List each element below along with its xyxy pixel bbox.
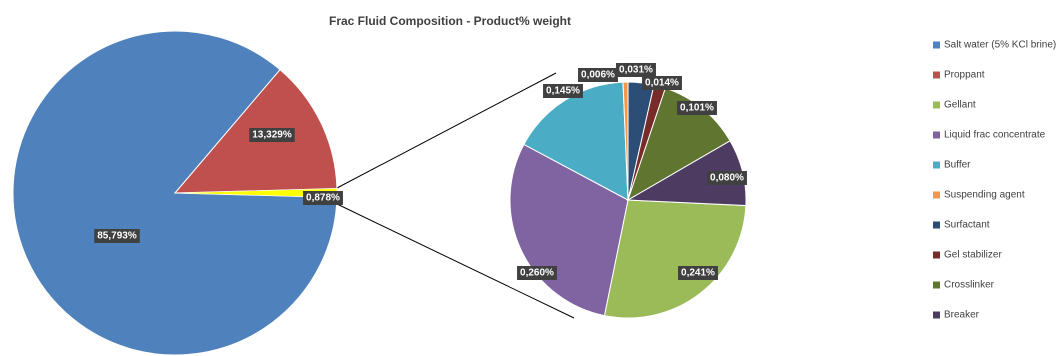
chart-title: Frac Fluid Composition - Product% weight <box>329 14 571 28</box>
data-label: 0,031% <box>619 65 653 76</box>
data-label: 0,260% <box>520 268 554 279</box>
data-label: 0,241% <box>681 268 715 279</box>
label-box <box>517 266 557 280</box>
data-label: 0,101% <box>680 103 714 114</box>
legend-label: Crosslinker <box>944 280 995 291</box>
legend-swatch <box>933 251 940 259</box>
legend-swatch <box>933 71 940 79</box>
legend-label: Gel stabilizer <box>944 250 1002 261</box>
label-box <box>303 191 343 205</box>
legend-swatch <box>933 41 940 49</box>
legend-label: Buffer <box>944 160 971 171</box>
data-label: 13,329% <box>252 130 292 141</box>
legend-label: Liquid frac concentrate <box>944 130 1046 141</box>
legend-label: Gellant <box>944 100 976 111</box>
connector <box>336 203 575 319</box>
label-box <box>94 229 140 243</box>
label-box <box>678 266 718 280</box>
legend-swatch <box>933 221 940 229</box>
label-box <box>543 84 583 98</box>
legend-label: Suspending agent <box>944 190 1025 201</box>
legend: Salt water (5% KCl brine) Proppant Gellant… <box>933 40 1056 321</box>
connector <box>336 72 557 189</box>
legend-label: Salt water (5% KCl brine) <box>944 40 1056 51</box>
data-label: 0,080% <box>710 173 744 184</box>
legend-label: Breaker <box>944 310 980 321</box>
legend-swatch <box>933 281 940 289</box>
legend-swatch <box>933 131 940 139</box>
label-box <box>578 68 618 82</box>
pies <box>12 30 747 356</box>
labels: 85,793% 13,329% 0,241% 0,260% 0,145%0,006% 0,… <box>94 63 747 280</box>
data-label: 85,793% <box>97 231 137 242</box>
label-box <box>707 171 747 185</box>
legend-swatch <box>933 191 940 199</box>
pie-slice <box>523 81 629 201</box>
label-box <box>249 128 295 142</box>
data-label: 0,014% <box>645 78 679 89</box>
data-label: 0,145% <box>546 86 580 97</box>
legend-swatch <box>933 161 940 169</box>
legend-swatch <box>933 311 940 319</box>
label-box <box>642 76 682 90</box>
data-label: 0,878% <box>306 193 340 204</box>
data-label: 0,006% <box>581 70 615 81</box>
label-box <box>677 101 717 115</box>
legend-label: Surfactant <box>944 220 990 231</box>
legend-label: Proppant <box>944 70 985 81</box>
pie-slice <box>603 199 747 319</box>
legend-swatch <box>933 101 940 109</box>
label-box <box>616 63 656 77</box>
